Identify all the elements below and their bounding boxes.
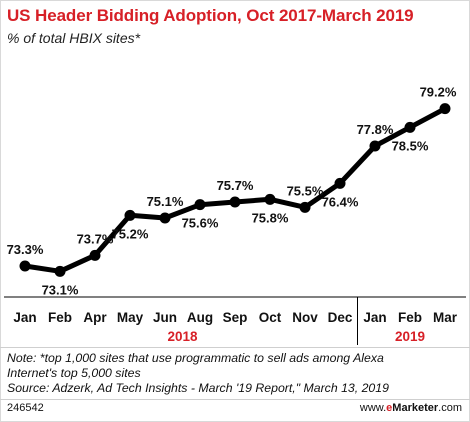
data-point	[19, 260, 31, 272]
data-point	[264, 193, 276, 205]
data-point	[439, 103, 451, 115]
data-point	[124, 209, 136, 221]
data-label: 79.2%	[420, 85, 457, 100]
footer-divider	[0, 399, 470, 400]
note-line-2: Internet's top 5,000 sites	[7, 366, 141, 380]
data-point	[89, 249, 101, 261]
data-point	[229, 196, 241, 208]
data-label: 75.6%	[182, 216, 219, 231]
data-label: 78.5%	[392, 138, 429, 153]
data-point	[334, 177, 346, 189]
x-tick-label: Apr	[83, 310, 107, 325]
brand-com: .com	[438, 402, 462, 414]
data-label: 73.3%	[7, 242, 44, 257]
x-tick-label: Jan	[363, 310, 386, 325]
data-label: 73.7%	[77, 231, 114, 246]
x-tick-label: May	[117, 310, 144, 325]
x-tick-label: Mar	[433, 310, 458, 325]
data-point	[159, 212, 171, 224]
data-point	[194, 199, 206, 211]
x-tick-label: Sep	[223, 310, 248, 325]
chart-subtitle: % of total HBIX sites*	[7, 30, 141, 46]
x-tick-label: Aug	[187, 310, 213, 325]
x-tick-label: Jun	[153, 310, 177, 325]
brand-e: e	[386, 402, 393, 414]
data-label: 75.7%	[217, 178, 254, 193]
year-label: 2018	[167, 329, 198, 344]
data-label: 76.4%	[322, 194, 359, 209]
chart-note: Note: *top 1,000 sites that use programm…	[7, 351, 389, 396]
source-line: Source: Adzerk, Ad Tech Insights - March…	[7, 381, 389, 395]
data-label: 75.8%	[252, 210, 289, 225]
brand-www: www.	[359, 402, 387, 414]
x-tick-label: Feb	[398, 310, 422, 325]
data-label: 77.8%	[357, 122, 394, 137]
chart-id: 246542	[7, 402, 44, 414]
x-tick-label: Nov	[292, 310, 318, 325]
x-tick-label: Jan	[13, 310, 36, 325]
data-label: 73.1%	[42, 282, 79, 297]
x-tick-label: Dec	[328, 310, 353, 325]
x-tick-label: Oct	[259, 310, 282, 325]
note-line-1: Note: *top 1,000 sites that use programm…	[7, 351, 384, 365]
year-label: 2019	[395, 329, 425, 344]
emarketer-logo: www.eMarketer.com	[360, 402, 462, 414]
data-point	[299, 201, 311, 213]
note-divider	[0, 347, 470, 348]
x-tick-label: Feb	[48, 310, 72, 325]
data-label: 75.5%	[287, 183, 324, 198]
data-label: 75.2%	[112, 226, 149, 241]
data-point	[369, 140, 381, 152]
chart-title: US Header Bidding Adoption, Oct 2017-Mar…	[7, 6, 414, 25]
data-point	[54, 265, 66, 277]
data-label: 75.1%	[147, 194, 184, 209]
line-chart: 73.3% 73.1% 73.7%75.2% 75.1% 75.6% 75.7% 75.8%…	[4, 85, 466, 345]
brand-name: Marketer	[392, 402, 439, 414]
data-point	[404, 121, 416, 133]
